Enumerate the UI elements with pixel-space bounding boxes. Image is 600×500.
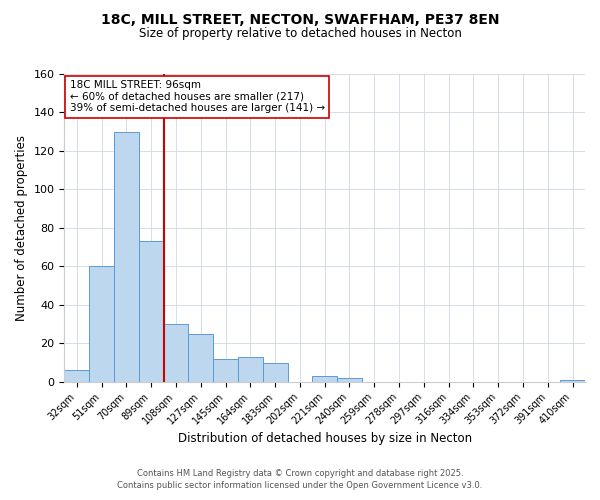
Bar [213, 358, 238, 382]
Y-axis label: Number of detached properties: Number of detached properties [15, 135, 28, 321]
Bar [238, 357, 263, 382]
Text: Size of property relative to detached houses in Necton: Size of property relative to detached ho… [139, 28, 461, 40]
Bar [64, 370, 89, 382]
Text: 18C MILL STREET: 96sqm
← 60% of detached houses are smaller (217)
39% of semi-de: 18C MILL STREET: 96sqm ← 60% of detached… [70, 80, 325, 114]
Text: Contains HM Land Registry data © Crown copyright and database right 2025.: Contains HM Land Registry data © Crown c… [137, 468, 463, 477]
Bar [188, 334, 213, 382]
Text: Contains public sector information licensed under the Open Government Licence v3: Contains public sector information licen… [118, 481, 482, 490]
Bar [164, 324, 188, 382]
Text: 18C, MILL STREET, NECTON, SWAFFHAM, PE37 8EN: 18C, MILL STREET, NECTON, SWAFFHAM, PE37… [101, 12, 499, 26]
Bar [114, 132, 139, 382]
Bar [89, 266, 114, 382]
Bar [263, 362, 287, 382]
Bar [560, 380, 585, 382]
Bar [313, 376, 337, 382]
X-axis label: Distribution of detached houses by size in Necton: Distribution of detached houses by size … [178, 432, 472, 445]
Bar [337, 378, 362, 382]
Bar [139, 242, 164, 382]
